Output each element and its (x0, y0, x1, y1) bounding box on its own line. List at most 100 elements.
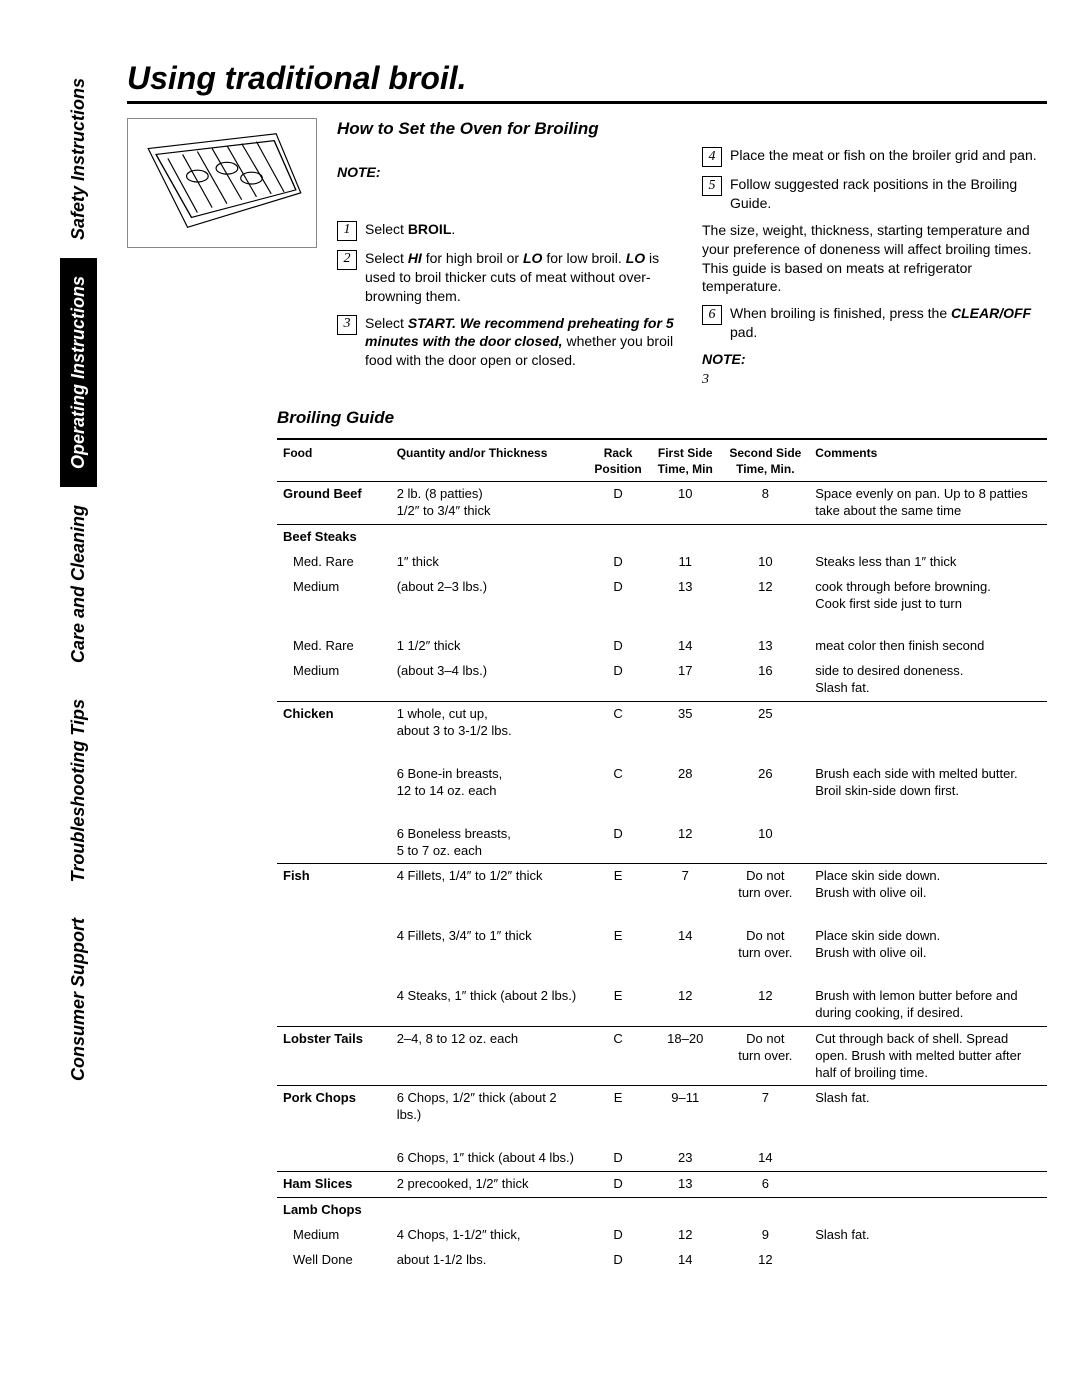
side-tabs: Safety InstructionsOperating Instruction… (60, 60, 97, 1273)
table-row: 6 Chops, 1″ thick (about 4 lbs.)D2314 (277, 1146, 1047, 1171)
cell-cmt: Brush each side with melted butter. Broi… (809, 762, 1047, 804)
step: 3Select START. We recommend preheating f… (337, 314, 682, 371)
cell-qty: 6 Boneless breasts,5 to 7 oz. each (391, 822, 587, 864)
cell-qty: 6 Chops, 1/2″ thick (about 2 lbs.) (391, 1086, 587, 1128)
cell-t2: 26 (721, 762, 809, 804)
step: 4Place the meat or fish on the broiler g… (702, 146, 1047, 167)
cell-rack (587, 524, 649, 549)
intro-left-col: How to Set the Oven for Broiling NOTE: 1… (337, 118, 682, 390)
table-row (277, 804, 1047, 822)
table-row: 4 Fillets, 3/4″ to 1″ thickE14Do notturn… (277, 924, 1047, 966)
cell-cmt: Space evenly on pan. Up to 8 patties tak… (809, 482, 1047, 525)
side-tab[interactable]: Consumer Support (60, 900, 97, 1099)
cell-qty: 2–4, 8 to 12 oz. each (391, 1026, 587, 1086)
cell-t1: 14 (649, 1248, 721, 1273)
cell-rack: E (587, 864, 649, 906)
cell-qty: 6 Bone-in breasts,12 to 14 oz. each (391, 762, 587, 804)
side-tab[interactable]: Safety Instructions (60, 60, 97, 258)
cell-cmt (809, 1172, 1047, 1198)
cell-qty: 1 1/2″ thick (391, 634, 587, 659)
cell-t1 (649, 1198, 721, 1223)
cell-cmt: Place skin side down.Brush with olive oi… (809, 864, 1047, 906)
cell-qty: (about 2–3 lbs.) (391, 575, 587, 617)
steps-left: 1Select BROIL.2Select HI for high broil … (337, 220, 682, 370)
cell-t1: 12 (649, 984, 721, 1026)
cell-food: Medium (277, 659, 391, 701)
cell-t1: 11 (649, 550, 721, 575)
cell-rack: D (587, 575, 649, 617)
cell-t2: 12 (721, 984, 809, 1026)
intro-row: How to Set the Oven for Broiling NOTE: 1… (127, 118, 1047, 390)
cell-t2: 9 (721, 1223, 809, 1248)
cell-cmt: Steaks less than 1″ thick (809, 550, 1047, 575)
cell-cmt: side to desired doneness.Slash fat. (809, 659, 1047, 701)
table-row: Ham Slices2 precooked, 1/2″ thickD136 (277, 1172, 1047, 1198)
cell-food: Medium (277, 575, 391, 617)
side-tab[interactable]: Troubleshooting Tips (60, 681, 97, 900)
cell-food (277, 762, 391, 804)
cell-rack: C (587, 762, 649, 804)
cell-qty: 2 lb. (8 patties)1/2″ to 3/4″ thick (391, 482, 587, 525)
cell-rack: D (587, 482, 649, 525)
cell-t1: 35 (649, 702, 721, 744)
cell-t2: 13 (721, 634, 809, 659)
steps-right: 4Place the meat or fish on the broiler g… (702, 146, 1047, 213)
cell-t1: 14 (649, 924, 721, 966)
cell-cmt (809, 1146, 1047, 1171)
cell-food: Med. Rare (277, 550, 391, 575)
cell-t2: 16 (721, 659, 809, 701)
table-row (277, 616, 1047, 634)
table-row: Lobster Tails2–4, 8 to 12 oz. eachC18–20… (277, 1026, 1047, 1086)
cell-cmt (809, 822, 1047, 864)
cell-rack: D (587, 822, 649, 864)
intro-columns: How to Set the Oven for Broiling NOTE: 1… (337, 118, 1047, 390)
step: 1Select BROIL. (337, 220, 682, 241)
note-2: NOTE: 3 (702, 350, 1047, 390)
cell-t2: 25 (721, 702, 809, 744)
step-number: 2 (337, 250, 357, 270)
cell-qty (391, 1198, 587, 1223)
table-row (277, 906, 1047, 924)
step-6: 6 When broiling is finished, press the C… (702, 304, 1047, 342)
cell-food: Ham Slices (277, 1172, 391, 1198)
side-tab[interactable]: Care and Cleaning (60, 487, 97, 681)
cell-rack: C (587, 702, 649, 744)
cell-cmt (809, 1248, 1047, 1273)
cell-food (277, 924, 391, 966)
cell-rack (587, 1198, 649, 1223)
cell-food (277, 1146, 391, 1171)
page-title: Using traditional broil. (127, 60, 1047, 97)
cell-qty: 1 whole, cut up,about 3 to 3-1/2 lbs. (391, 702, 587, 744)
table-body: Ground Beef2 lb. (8 patties)1/2″ to 3/4″… (277, 482, 1047, 1273)
cell-cmt (809, 702, 1047, 744)
cell-t2: 10 (721, 822, 809, 864)
cell-rack: D (587, 1146, 649, 1171)
cell-rack: E (587, 924, 649, 966)
cell-qty: about 1-1/2 lbs. (391, 1248, 587, 1273)
table-row: Well Doneabout 1-1/2 lbs.D1412 (277, 1248, 1047, 1273)
step-number: 4 (702, 147, 722, 167)
cell-t2: 14 (721, 1146, 809, 1171)
cell-qty: 4 Fillets, 3/4″ to 1″ thick (391, 924, 587, 966)
step-number: 5 (702, 176, 722, 196)
cell-t2: 8 (721, 482, 809, 525)
table-header-row: Food Quantity and/or Thickness Rack Posi… (277, 439, 1047, 482)
table-row: Med. Rare1 1/2″ thickD1413meat color the… (277, 634, 1047, 659)
table-row: Fish4 Fillets, 1/4″ to 1/2″ thickE7Do no… (277, 864, 1047, 906)
cell-qty: 4 Chops, 1-1/2″ thick, (391, 1223, 587, 1248)
step-text: Follow suggested rack positions in the B… (730, 175, 1047, 213)
cell-cmt: Slash fat. (809, 1086, 1047, 1128)
cell-rack: E (587, 984, 649, 1026)
side-tab[interactable]: Operating Instructions (60, 258, 97, 487)
page: Safety InstructionsOperating Instruction… (0, 0, 1080, 1273)
broiling-guide-table: Food Quantity and/or Thickness Rack Posi… (277, 438, 1047, 1273)
cell-food: Beef Steaks (277, 524, 391, 549)
th-cmt: Comments (809, 439, 1047, 482)
cell-t1: 14 (649, 634, 721, 659)
table-row (277, 1128, 1047, 1146)
step-number: 1 (337, 221, 357, 241)
cell-qty: (about 3–4 lbs.) (391, 659, 587, 701)
step-text: Select START. We recommend preheating fo… (365, 314, 682, 371)
cell-cmt (809, 524, 1047, 549)
note2-num: 3 (702, 372, 709, 387)
